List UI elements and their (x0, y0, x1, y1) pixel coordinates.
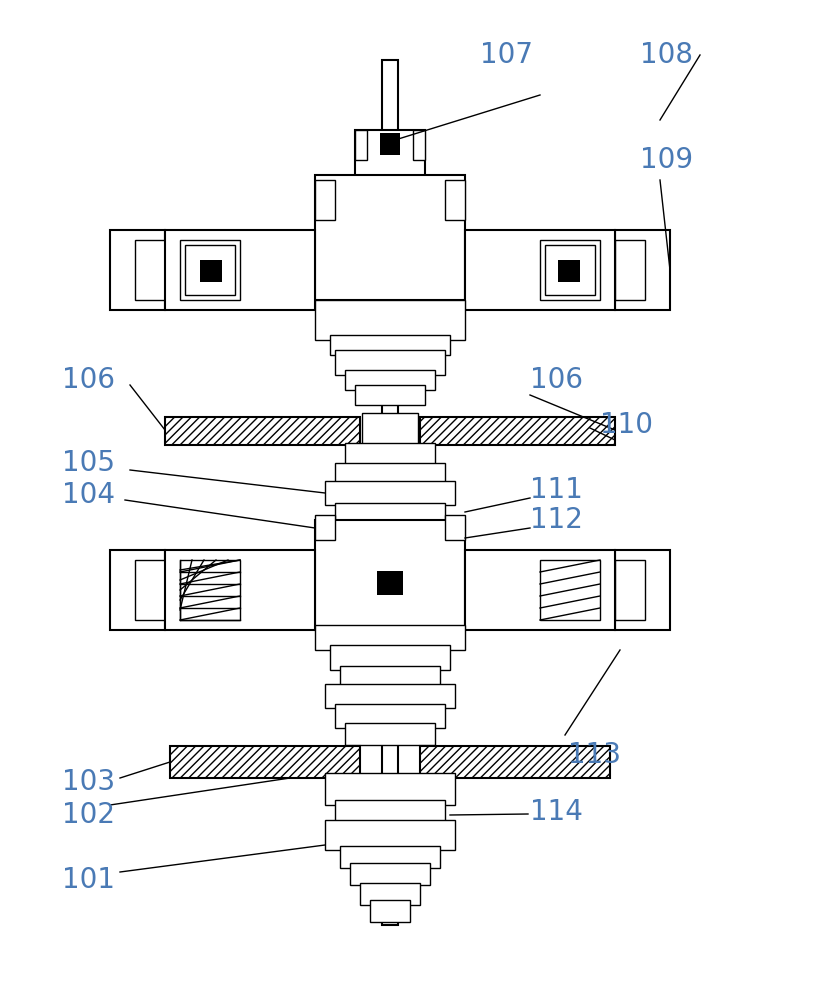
Bar (615, 240, 645, 300)
Bar (135, 560, 165, 620)
Bar (355, 385, 425, 405)
Bar (360, 883, 420, 905)
Bar (315, 180, 335, 220)
Bar (362, 413, 418, 449)
Bar (180, 240, 240, 300)
Text: 112: 112 (530, 506, 583, 534)
Bar (330, 335, 450, 355)
Bar (315, 625, 465, 650)
Bar (340, 846, 440, 868)
Bar (315, 175, 465, 300)
Bar (325, 773, 455, 805)
Bar (335, 800, 445, 825)
Bar (420, 417, 615, 445)
Bar (335, 503, 445, 525)
Bar (413, 130, 425, 160)
Text: 110: 110 (600, 411, 653, 439)
Text: 107: 107 (480, 41, 533, 69)
Bar (315, 300, 465, 340)
Bar (382, 60, 398, 925)
Bar (165, 230, 315, 310)
Bar (540, 240, 600, 300)
Text: 102: 102 (62, 801, 115, 829)
Text: 105: 105 (62, 449, 115, 477)
Bar (545, 245, 595, 295)
Bar (615, 560, 645, 620)
Bar (165, 550, 315, 630)
Bar (465, 230, 615, 310)
Bar (445, 180, 465, 220)
Text: 108: 108 (640, 41, 693, 69)
Text: 106: 106 (530, 366, 583, 394)
Bar (345, 443, 435, 465)
Bar (325, 481, 455, 505)
Bar (135, 240, 165, 300)
Bar (380, 133, 400, 155)
Bar (315, 520, 465, 630)
Text: 101: 101 (62, 866, 115, 894)
Bar (445, 515, 465, 540)
Bar (350, 863, 430, 885)
Text: 109: 109 (640, 146, 693, 174)
Text: 114: 114 (530, 798, 583, 826)
Bar (335, 350, 445, 375)
Bar (335, 704, 445, 728)
Bar (345, 522, 435, 542)
Bar (615, 550, 670, 630)
Bar (377, 571, 403, 595)
Bar (185, 245, 235, 295)
Text: 111: 111 (530, 476, 583, 504)
Bar (315, 515, 335, 540)
Bar (345, 370, 435, 390)
Bar (180, 560, 240, 620)
Bar (325, 684, 455, 708)
Bar (420, 746, 610, 778)
Text: 106: 106 (62, 366, 115, 394)
Bar (465, 550, 615, 630)
Bar (200, 260, 222, 282)
Bar (355, 130, 367, 160)
Bar (345, 723, 435, 745)
Bar (370, 900, 410, 922)
Bar (165, 417, 360, 445)
Text: 103: 103 (62, 768, 115, 796)
Text: 104: 104 (62, 481, 115, 509)
Bar (110, 230, 165, 310)
Bar (325, 820, 455, 850)
Bar (110, 550, 165, 630)
Bar (170, 746, 360, 778)
Text: 113: 113 (568, 741, 621, 769)
Bar (355, 130, 425, 180)
Bar (335, 463, 445, 485)
Bar (330, 645, 450, 670)
Bar (340, 666, 440, 688)
Bar (558, 260, 580, 282)
Bar (615, 230, 670, 310)
Bar (540, 560, 600, 620)
